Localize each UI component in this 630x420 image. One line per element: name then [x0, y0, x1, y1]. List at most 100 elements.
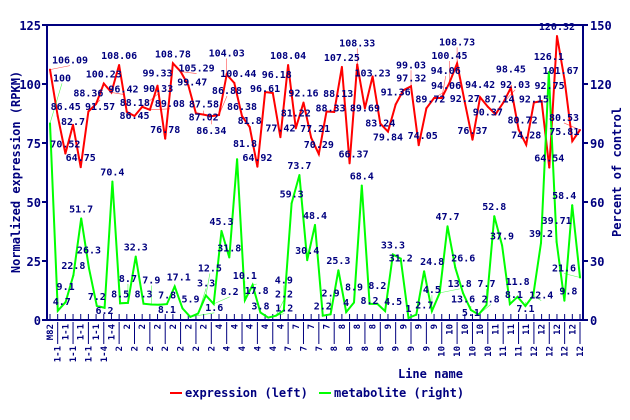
x-tick-label: 7	[299, 346, 309, 351]
x-tick-label: 9	[399, 324, 409, 329]
axes: 0 25 50 75 100 125 0 30 60 90 120 150 M82 1-1 1-1 1-1 1-…	[19, 19, 611, 362]
data-point	[563, 79, 566, 82]
data-point	[508, 303, 511, 306]
data-label: 7.9	[142, 275, 160, 286]
data-point	[563, 299, 566, 302]
data-point	[571, 204, 574, 207]
data-point	[118, 63, 121, 66]
x-tick-label: 11	[492, 324, 502, 335]
data-label: 9.8	[559, 287, 577, 298]
data-label: 92.16	[288, 89, 318, 100]
y-right-tick-label: 90	[590, 137, 604, 151]
data-point	[368, 302, 371, 305]
data-label: 7.1	[516, 304, 534, 315]
data-label: 89.08	[155, 99, 185, 110]
x-tick-label: 9	[415, 324, 425, 329]
data-point	[72, 123, 75, 126]
label-leader-line	[111, 92, 124, 95]
data-label: 8.1	[158, 305, 176, 316]
x-tick-label: 1-1	[54, 346, 64, 362]
data-point	[298, 174, 301, 177]
data-label: 86.34	[196, 126, 226, 137]
data-label: 22.8	[61, 261, 85, 272]
x-tick-label: 8	[330, 346, 340, 351]
label-leader-line	[205, 273, 211, 296]
x-tick-label: 10	[453, 346, 463, 357]
data-label: 2.9	[322, 288, 340, 299]
data-label: 105.29	[179, 64, 215, 75]
data-label: 26.6	[451, 254, 475, 265]
label-leader-line	[190, 312, 215, 318]
y-axis-right-title: Percent of control	[610, 107, 624, 237]
x-tick-label: 10	[461, 324, 471, 335]
data-label: 108.06	[101, 51, 137, 62]
data-label: 86.38	[227, 102, 257, 113]
data-point	[80, 217, 83, 220]
x-tick-label: 9	[407, 346, 417, 351]
data-point	[348, 162, 351, 165]
data-label: 11.8	[506, 277, 530, 288]
data-point	[95, 304, 98, 307]
data-label: 74.28	[511, 131, 541, 142]
data-label: 76.78	[150, 125, 180, 136]
data-point	[72, 274, 75, 277]
data-label: 3.3	[197, 279, 215, 290]
x-tick-label: 2	[130, 346, 140, 351]
data-label: 80.72	[507, 116, 537, 127]
data-point	[194, 112, 197, 115]
x-tick-label: 11	[507, 324, 517, 335]
data-label: 92.15	[519, 95, 549, 106]
data-point	[248, 125, 251, 128]
data-point	[391, 253, 394, 256]
data-point	[125, 110, 128, 113]
data-label: 70.52	[50, 140, 80, 151]
label-leader-line	[218, 95, 228, 116]
data-label: 90.33	[143, 84, 173, 95]
data-label: 88.33	[315, 104, 345, 115]
x-tick-label: 10	[445, 324, 455, 335]
data-point	[379, 122, 382, 125]
data-label: 25.3	[326, 256, 350, 267]
data-label: 51.7	[69, 204, 93, 215]
y-left-tick-label: 50	[27, 196, 41, 210]
data-label: 64.75	[66, 153, 96, 164]
label-leader-line	[141, 93, 159, 108]
data-label: 100.23	[86, 69, 122, 80]
x-tick-label: 2	[192, 346, 202, 351]
x-tick-label: 12	[568, 324, 578, 335]
label-leader-line	[49, 83, 63, 124]
data-label: 75.81	[549, 127, 579, 138]
data-point	[509, 86, 512, 89]
label-leader-line	[180, 71, 197, 74]
data-label: 94.06	[431, 81, 461, 92]
data-label: 99.03	[396, 60, 426, 71]
data-label: 47.7	[435, 212, 459, 223]
x-tick-label: 2	[200, 324, 210, 329]
data-point	[352, 301, 355, 304]
x-tick-label: 10	[484, 346, 494, 357]
data-label: 73.7	[287, 161, 311, 172]
data-point	[555, 35, 558, 38]
x-tick-label: 4	[238, 345, 248, 351]
plot-frame	[46, 24, 584, 321]
data-point	[119, 302, 122, 305]
x-tick-label: 4	[215, 323, 225, 329]
x-tick-label: M82	[46, 324, 56, 340]
x-tick-label: 2	[184, 324, 194, 329]
data-point	[294, 127, 297, 130]
data-point	[493, 215, 496, 218]
label-leader-line	[441, 75, 447, 99]
data-label: 68.4	[350, 171, 374, 182]
x-tick-label: 2	[154, 324, 164, 329]
data-label: 48.4	[303, 211, 327, 222]
data-label: 37.9	[490, 231, 514, 242]
data-point	[399, 257, 402, 260]
label-leaders	[49, 47, 581, 318]
data-point	[164, 137, 167, 140]
data-label: 108.04	[270, 51, 306, 62]
data-point	[134, 255, 137, 258]
data-label: 70.4	[100, 168, 124, 179]
data-label: 13.8	[448, 279, 472, 290]
data-label: 96.61	[250, 84, 280, 95]
